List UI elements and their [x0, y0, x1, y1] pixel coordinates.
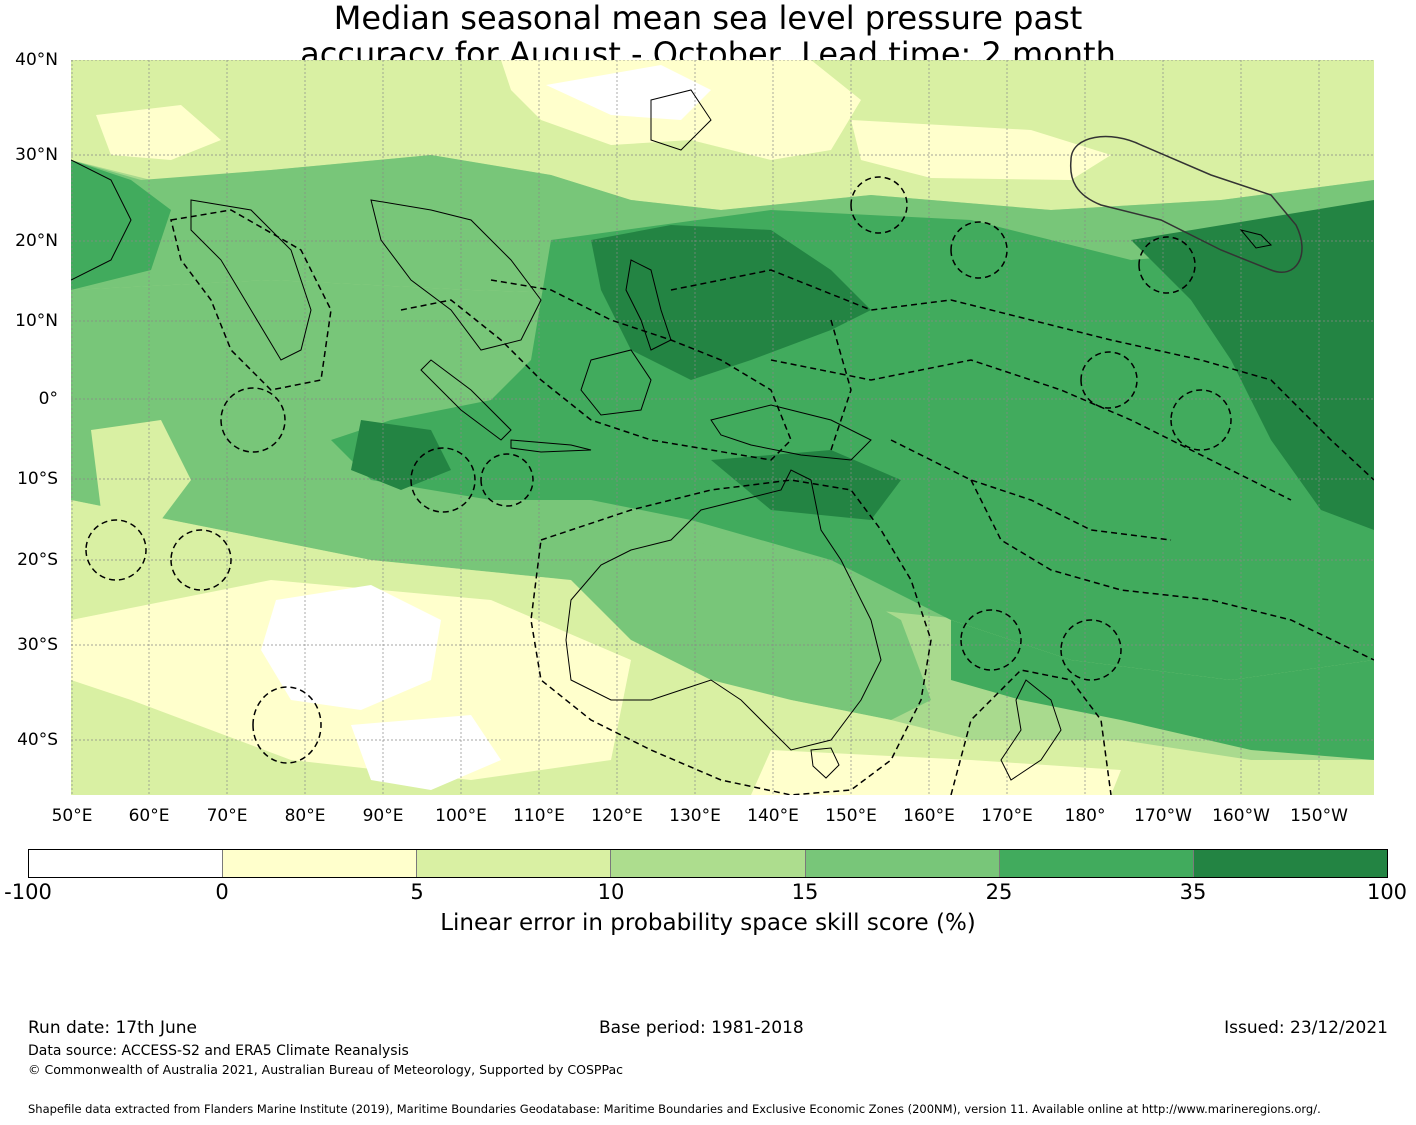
lord-howe-eez: [960, 609, 1022, 671]
kermadec-eez: [1060, 619, 1122, 681]
skill-score-map: [71, 60, 1374, 795]
lat-label-30s: 30°S: [17, 635, 58, 655]
issued-date: Issued: 23/12/2021: [1224, 1018, 1388, 1038]
lat-label-30n: 30°N: [15, 145, 58, 165]
reunion-eez: [170, 529, 232, 591]
colorbar-tick-minus100: -100: [4, 880, 52, 904]
southeast-asia-coastline: [370, 199, 542, 351]
japan-coastline: [650, 89, 712, 151]
colorbar-tick-5: 5: [410, 880, 424, 904]
lat-label-40s: 40°S: [17, 730, 58, 750]
colorbar-bin-1: [29, 850, 224, 877]
hawaii-coastline: [1239, 229, 1273, 249]
coastlines: [71, 89, 1273, 781]
west-pacific-band: [331, 210, 1374, 680]
maritime-boundaries: [85, 176, 1374, 795]
lon-label-180: 180°: [1064, 806, 1106, 826]
java-coastline: [510, 439, 592, 453]
tasman-sea-band: [951, 620, 1374, 760]
tasmania-coastline: [810, 747, 840, 779]
arabian-dark-patch: [71, 160, 171, 290]
lon-label-170w: 170°W: [1134, 806, 1192, 826]
colorbar-tick-35: 35: [1179, 880, 1207, 904]
lon-label-100e: 100°E: [435, 806, 487, 826]
lat-label-20n: 20°N: [15, 231, 58, 251]
australia-coastline: [565, 469, 882, 751]
indian-ocean-dark-patch: [351, 420, 451, 490]
lat-label-10s: 10°S: [17, 469, 58, 489]
colorbar-tick-0: 0: [215, 880, 229, 904]
south-indian-white-patch-2: [351, 715, 501, 790]
colorbar-tick-25: 25: [985, 880, 1013, 904]
colorbar-tick-100: 100: [1366, 880, 1408, 904]
lon-label-130e: 130°E: [669, 806, 721, 826]
lat-label-40n: 40°N: [15, 50, 58, 70]
pacific-eez-network: [670, 269, 1374, 661]
base-period: Base period: 1981-2018: [599, 1018, 804, 1038]
colorbar-label: Linear error in probability space skill …: [440, 910, 976, 936]
lon-label-140e: 140°E: [747, 806, 799, 826]
lon-label-50e: 50°E: [51, 806, 93, 826]
south-indian-white-patch: [261, 585, 441, 710]
christmas-island-eez: [410, 447, 476, 513]
new-guinea-coastline: [710, 404, 872, 461]
lat-label-0: 0°: [38, 389, 58, 409]
gridlines: [71, 60, 1374, 795]
madagascar-light-patch: [91, 420, 191, 520]
lon-label-150w: 150°W: [1290, 806, 1348, 826]
lon-label-120e: 120°E: [591, 806, 643, 826]
sumatra-coastline: [420, 359, 512, 441]
kiribati-eez-2: [1170, 389, 1232, 451]
lat-label-20s: 20°S: [17, 550, 58, 570]
chagos-eez: [220, 387, 286, 453]
lon-label-70e: 70°E: [206, 806, 248, 826]
skill-shading: [71, 60, 1374, 795]
shapefile-credit: Shapefile data extracted from Flanders M…: [28, 1102, 1321, 1116]
lon-label-90e: 90°E: [362, 806, 404, 826]
east-pacific-dark-core: [1131, 200, 1374, 530]
north-pale-patch-east: [851, 120, 1111, 180]
amsterdam-island-eez: [252, 686, 322, 764]
arabia-coastline: [71, 159, 132, 281]
northwest-pale-patch: [96, 105, 221, 160]
new-zealand-eez: [950, 669, 1112, 795]
colorbar-tick-15: 15: [791, 880, 819, 904]
colorbar-bin-5: [805, 850, 1000, 877]
north-white-patch: [546, 65, 711, 120]
colorbar: [28, 849, 1388, 878]
colorbar-bin-3: [417, 850, 612, 877]
philippines-coastline: [625, 259, 672, 351]
lon-label-80e: 80°E: [284, 806, 326, 826]
lon-label-160e: 160°E: [903, 806, 955, 826]
west-pacific-dark-core: [591, 225, 871, 380]
lon-label-110e: 110°E: [513, 806, 565, 826]
australia-north-dark-patch: [711, 450, 901, 520]
lon-label-160w: 160°W: [1212, 806, 1270, 826]
indian-subcontinent-coastline: [190, 199, 312, 361]
australia-mid-band: [551, 540, 931, 720]
lat-label-10n: 10°N: [15, 311, 58, 331]
colorbar-bin-6: [999, 850, 1194, 877]
hawaii-marine-monument-outline: [1069, 135, 1303, 273]
new-zealand-coastline: [1000, 679, 1062, 781]
indian-eez: [170, 209, 332, 391]
colorbar-bin-7: [1193, 850, 1387, 877]
copyright: © Commonwealth of Australia 2021, Austra…: [28, 1062, 623, 1077]
colorbar-bin-4: [611, 850, 806, 877]
colorbar-bin-2: [223, 850, 418, 877]
borneo-coastline: [580, 349, 652, 416]
lon-label-60e: 60°E: [128, 806, 170, 826]
cocos-island-eez: [480, 453, 534, 507]
map-title-line-1: Median seasonal mean sea level pressure …: [333, 0, 1083, 37]
data-source: Data source: ACCESS-S2 and ERA5 Climate …: [28, 1043, 409, 1059]
mauritius-eez: [85, 519, 147, 581]
run-date: Run date: 17th June: [28, 1018, 197, 1038]
lon-label-150e: 150°E: [825, 806, 877, 826]
southern-pale-patch: [751, 750, 1121, 795]
indonesia-eez: [400, 279, 792, 461]
colorbar-tick-10: 10: [597, 880, 625, 904]
australia-eez: [530, 479, 932, 795]
lon-label-170e: 170°E: [981, 806, 1033, 826]
